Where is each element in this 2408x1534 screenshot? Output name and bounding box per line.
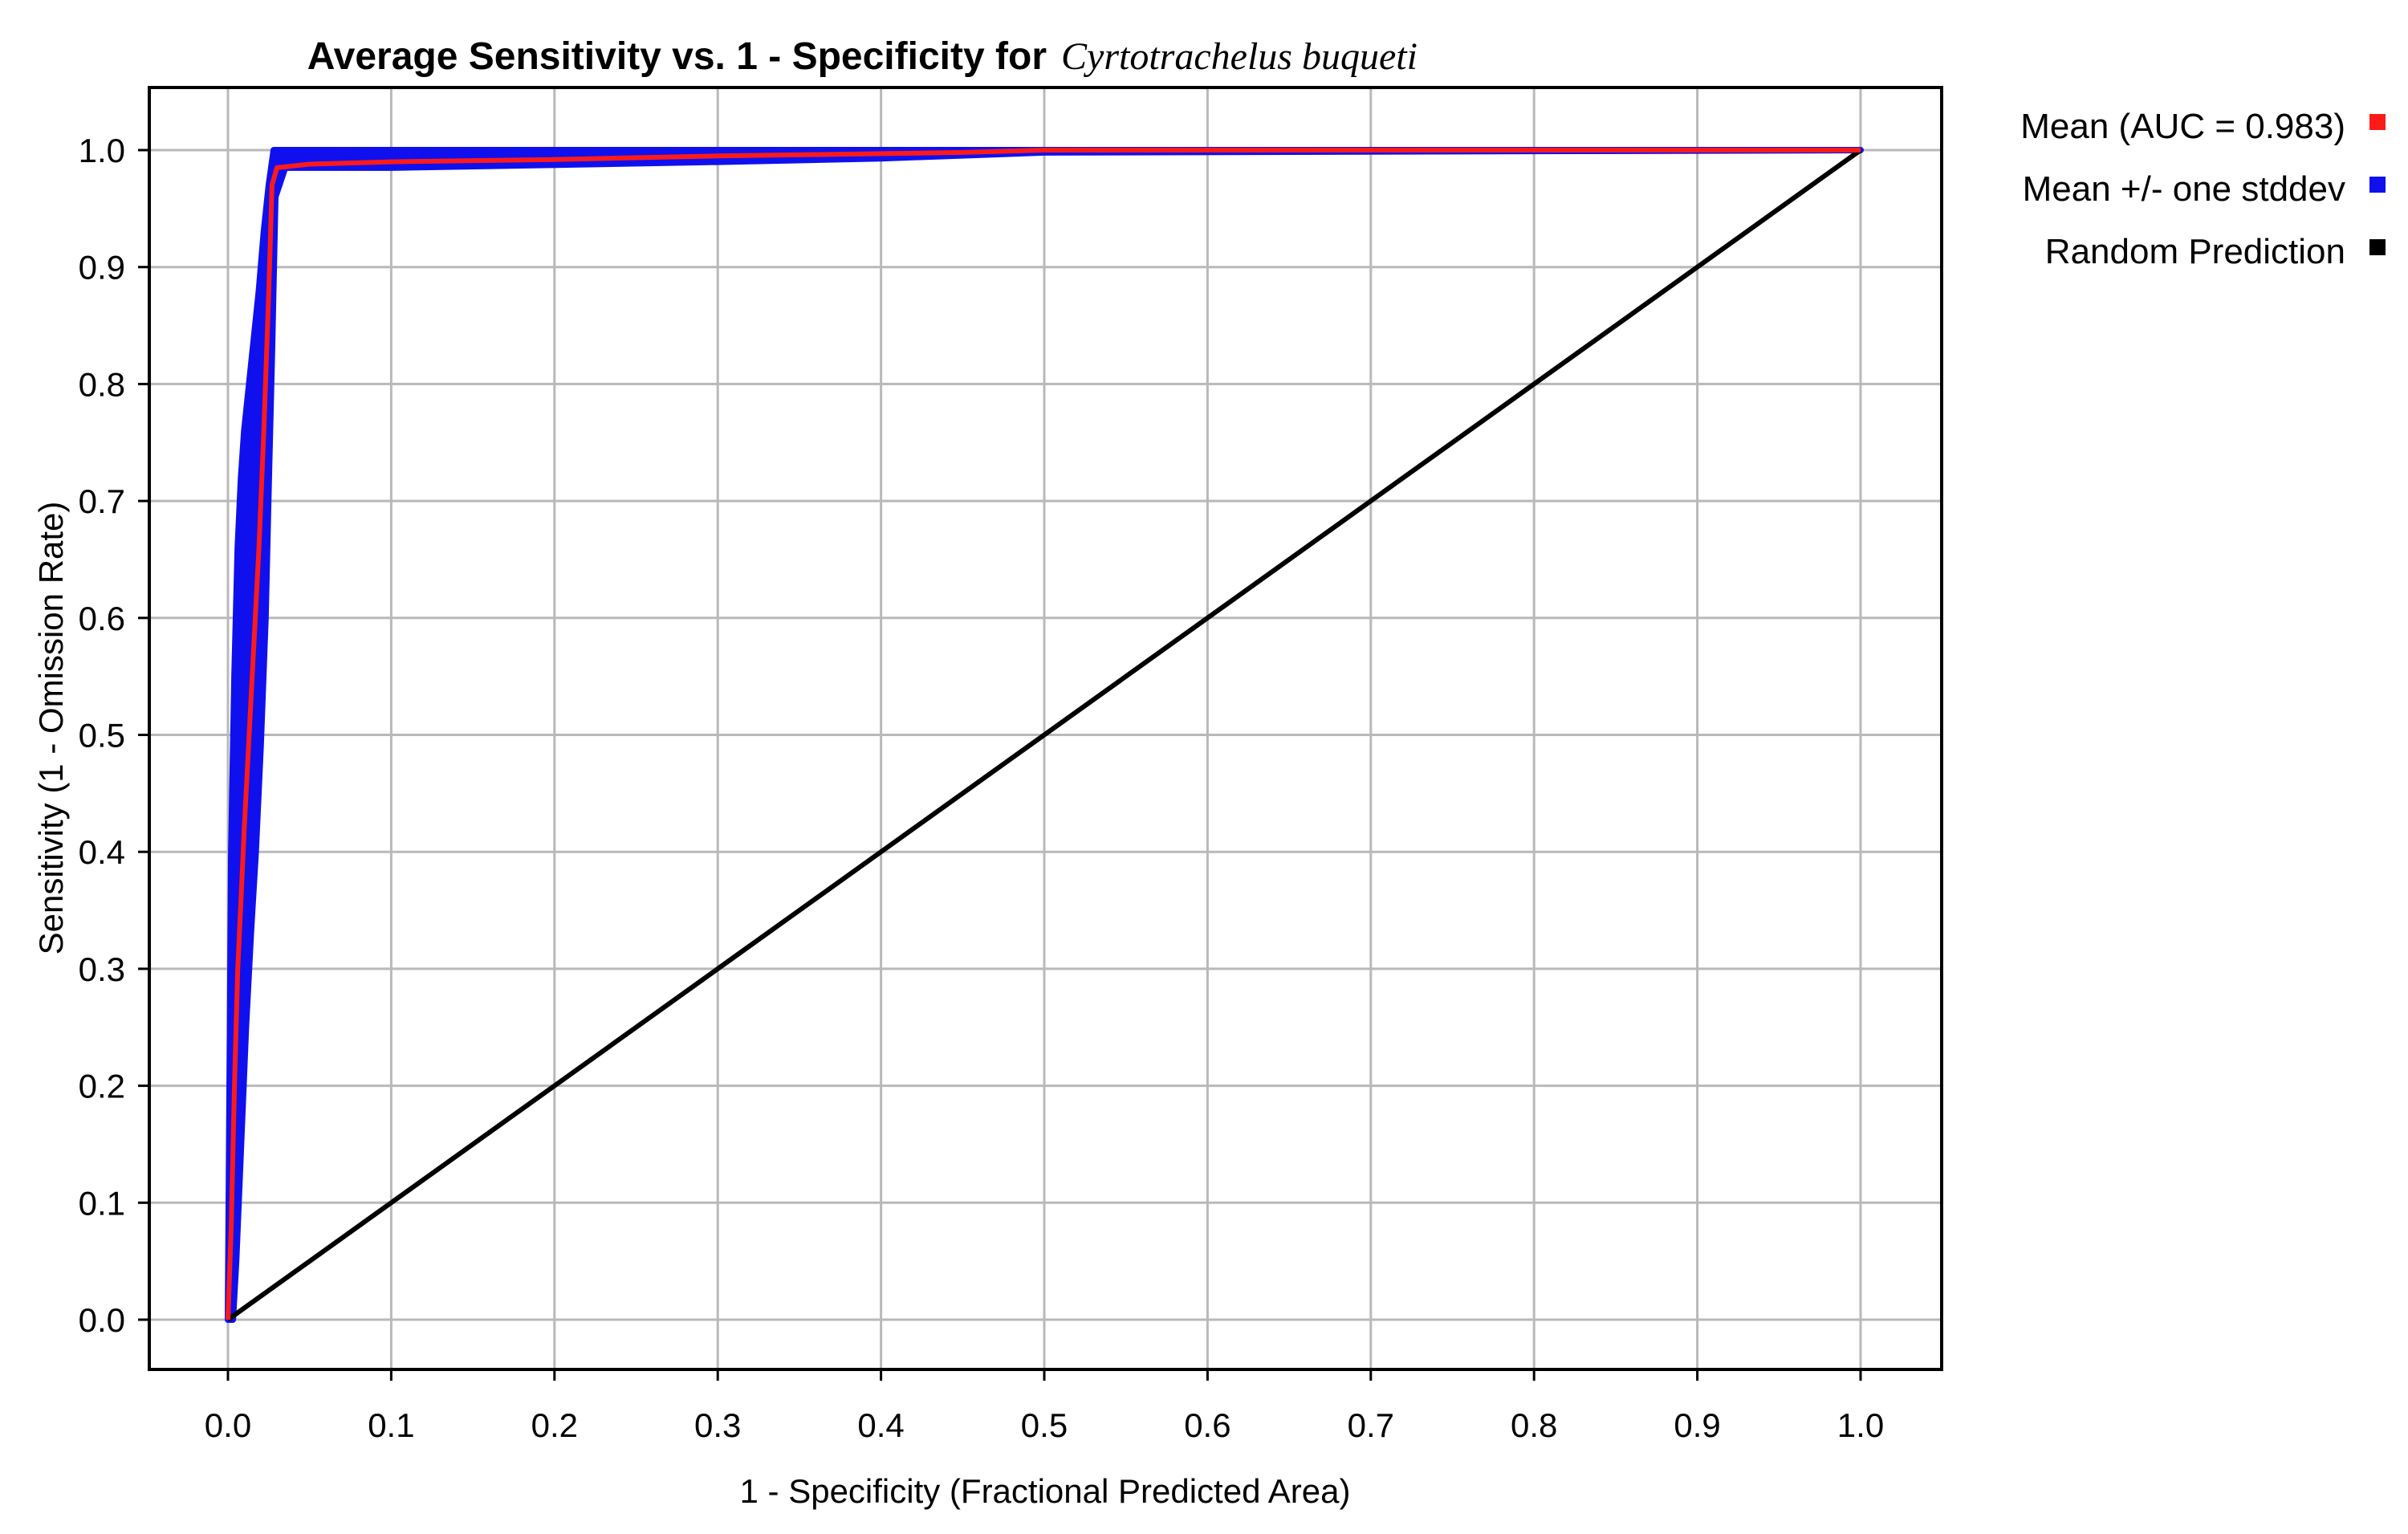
legend-mean-label: Mean (AUC = 0.983): [2020, 107, 2345, 146]
y-axis-label: Sensitivity (1 - Omission Rate): [32, 502, 70, 955]
x-tick-label-3: 0.3: [694, 1406, 741, 1444]
legend: Mean (AUC = 0.983) Mean +/- one stddev Ran…: [2020, 107, 2386, 271]
legend-stddev-label: Mean +/- one stddev: [2023, 169, 2345, 209]
y-tick-label-4: 0.4: [79, 833, 125, 871]
y-tick-label-1: 0.1: [79, 1184, 125, 1222]
x-tick-label-10: 1.0: [1837, 1406, 1884, 1444]
y-tick-label-10: 1.0: [79, 132, 125, 169]
y-tick-label-2: 0.2: [79, 1068, 125, 1105]
chart-title: Average Sensitivity vs. 1 - Specificity …: [307, 35, 1047, 78]
legend-random-label: Random Prediction: [2045, 232, 2345, 271]
y-tick-label-8: 0.8: [79, 365, 125, 403]
x-tick-label-7: 0.7: [1348, 1406, 1394, 1444]
y-tick-labels: 0.0 0.1 0.2 0.3 0.4 0.5 0.6 0.7 0.8 0.9 1.0: [79, 132, 149, 1339]
x-axis-label: 1 - Specificity (Fractional Predicted Ar…: [740, 1472, 1351, 1510]
x-tick-label-5: 0.5: [1021, 1406, 1068, 1444]
legend-stddev-swatch: [2369, 177, 2386, 193]
y-tick-label-0: 0.0: [79, 1301, 125, 1339]
legend-mean-swatch: [2369, 114, 2386, 130]
y-tick-label-5: 0.5: [79, 717, 125, 755]
y-tick-label-3: 0.3: [79, 950, 125, 988]
legend-random-swatch: [2369, 239, 2386, 255]
series-line-mean: [226, 148, 1861, 1320]
x-tick-labels: 0.0 0.1 0.2 0.3 0.4 0.5 0.6 0.7 0.8 0.9 1.0: [205, 1369, 1884, 1444]
series-lines: [226, 148, 1862, 1322]
y-tick-label-7: 0.7: [79, 482, 125, 520]
x-tick-label-6: 0.6: [1184, 1406, 1230, 1444]
y-tick-label-6: 0.6: [79, 600, 125, 637]
x-tick-label-9: 0.9: [1674, 1406, 1720, 1444]
x-tick-label-8: 0.8: [1511, 1406, 1557, 1444]
x-tick-label-4: 0.4: [857, 1406, 904, 1444]
x-tick-label-2: 0.2: [531, 1406, 578, 1444]
x-tick-label-1: 0.1: [368, 1406, 414, 1444]
y-tick-label-9: 0.9: [79, 249, 125, 287]
chart-title-species: Cyrtotrachelus buqueti: [1061, 35, 1418, 78]
x-tick-label-0: 0.0: [205, 1406, 251, 1444]
series-line-random-prediction: [226, 148, 1862, 1322]
